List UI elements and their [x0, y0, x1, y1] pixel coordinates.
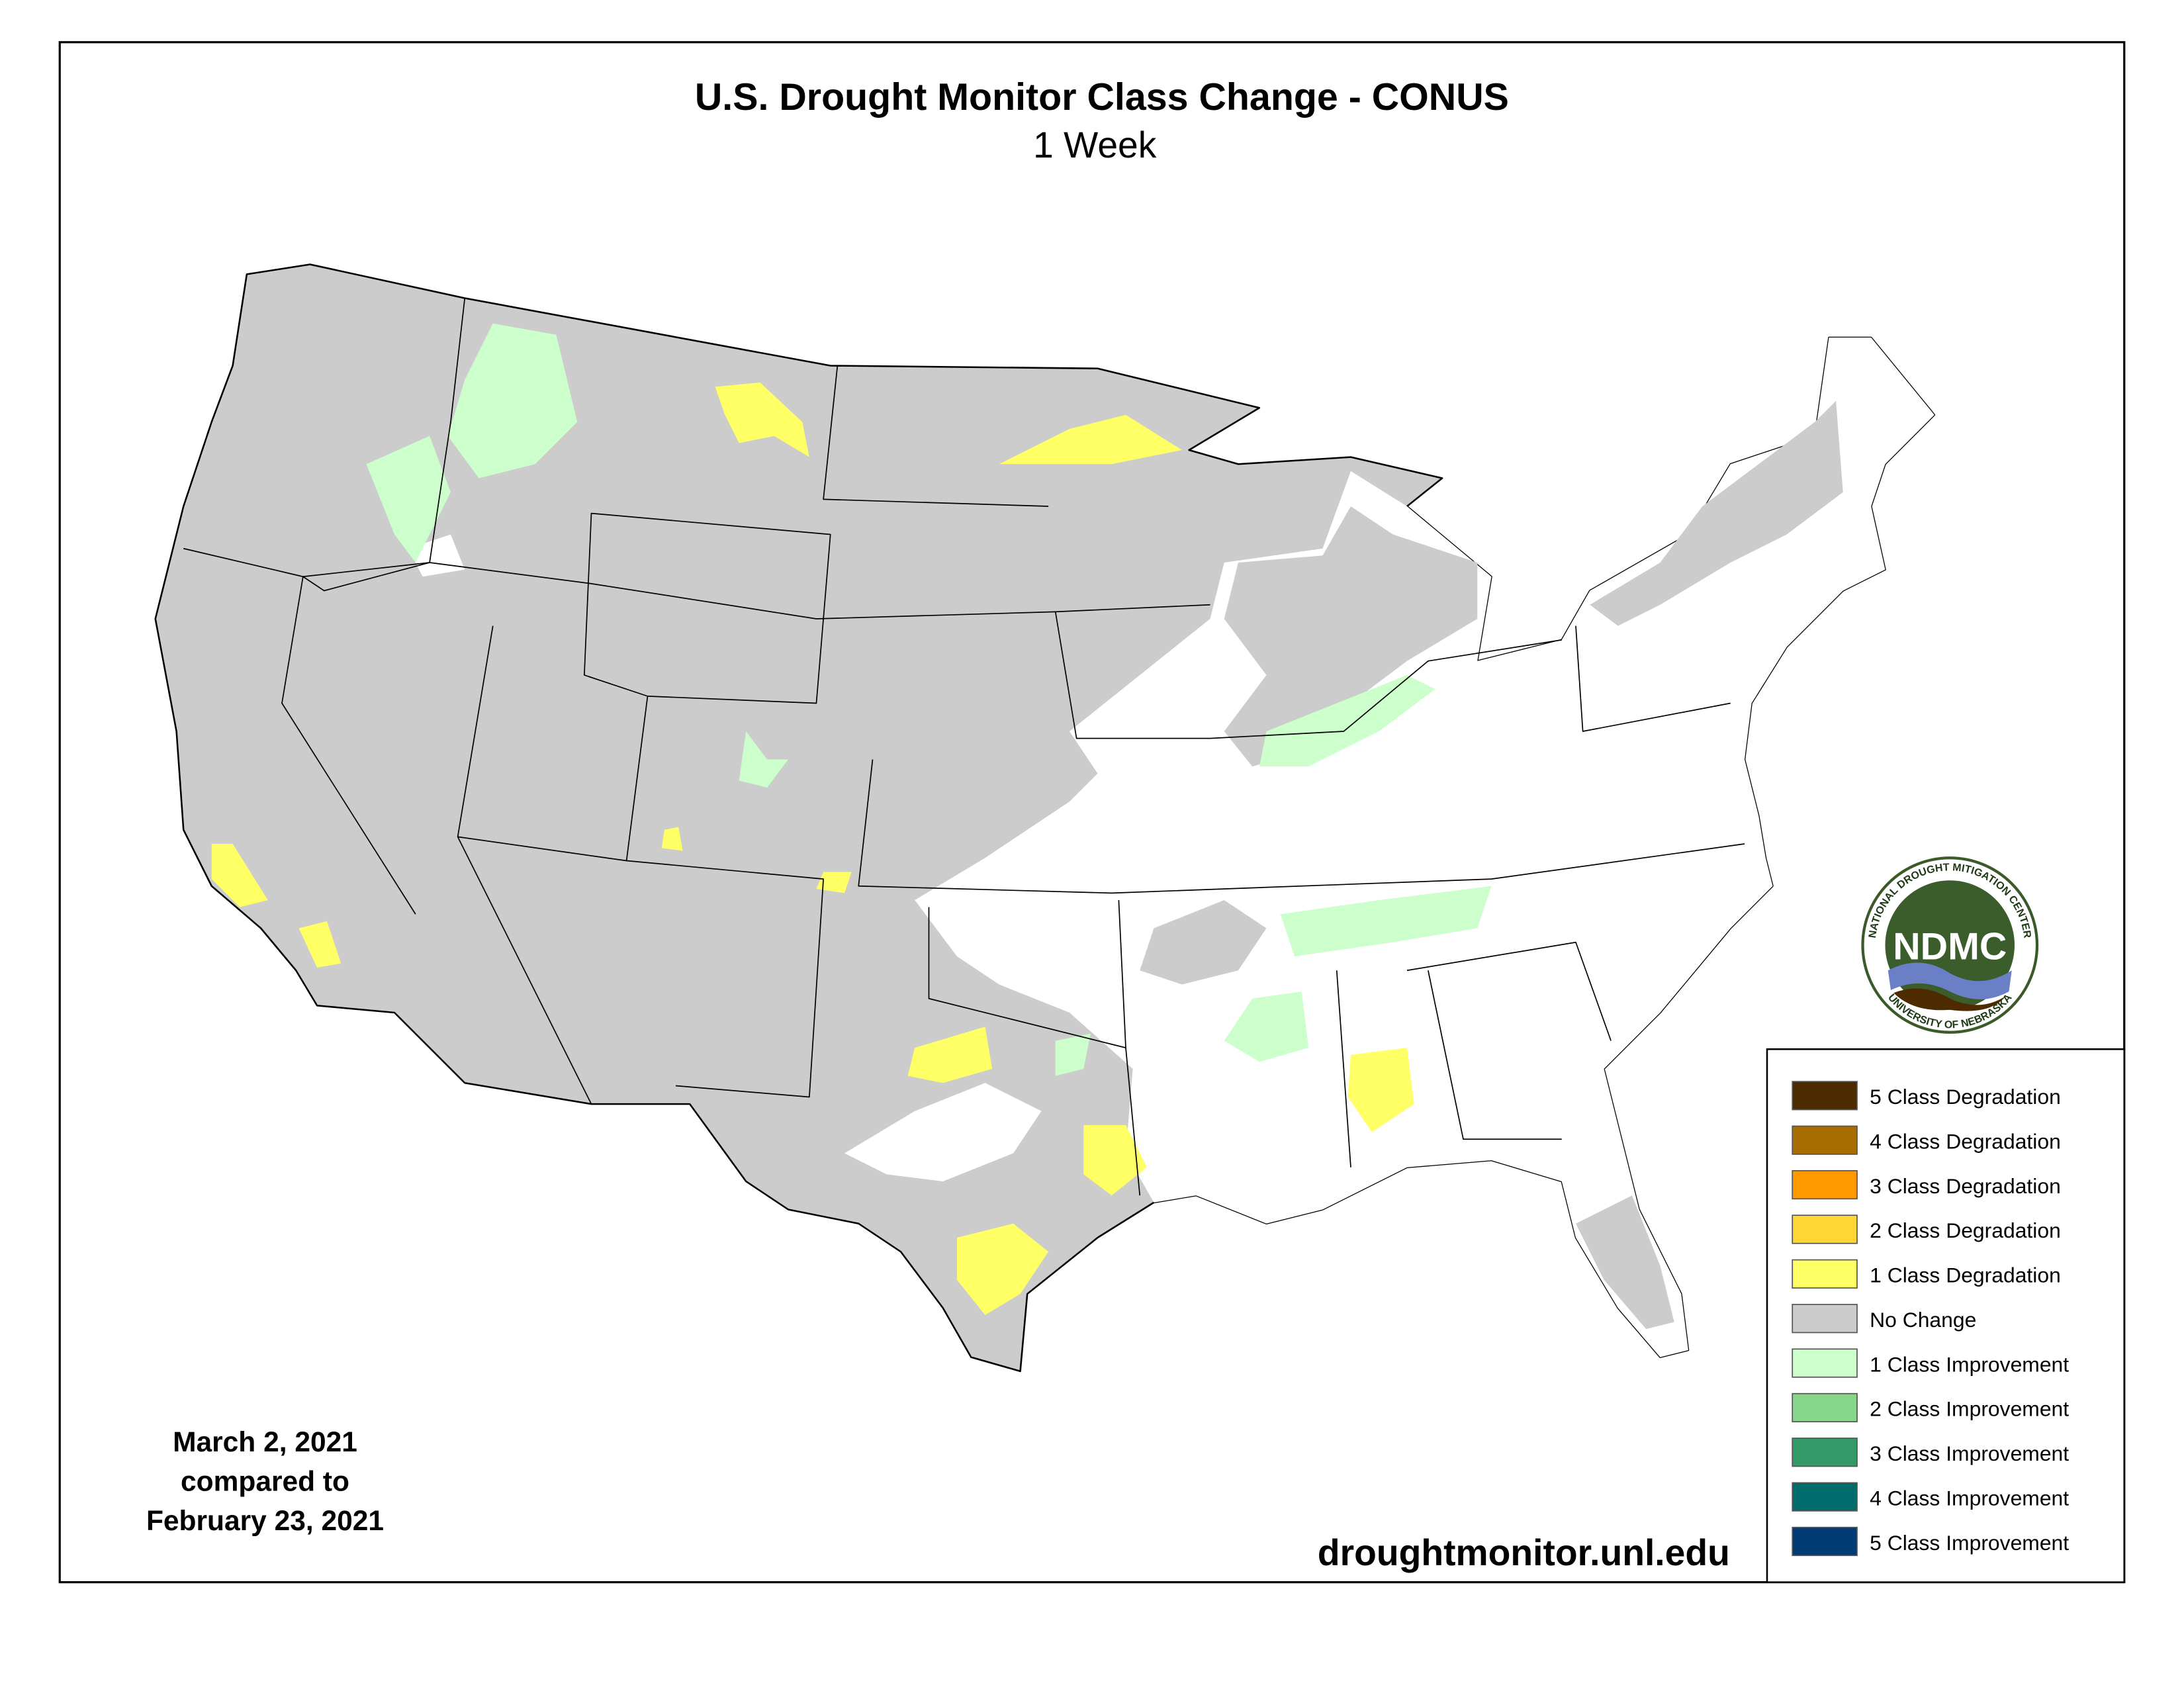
- no-change-florida: [1576, 1195, 1674, 1330]
- date-current: March 2, 2021: [173, 1427, 357, 1458]
- degradation-texas-south: [957, 1223, 1049, 1315]
- improvement-colorado: [739, 731, 788, 788]
- legend-label: 4 Class Degradation: [1870, 1129, 2061, 1153]
- improvement-indiana: [1259, 675, 1435, 767]
- improvement-oregon: [366, 435, 451, 563]
- no-change-midwest: [1224, 506, 1478, 767]
- legend-label: 2 Class Improvement: [1870, 1397, 2069, 1421]
- degradation-texas-central: [907, 1027, 993, 1083]
- border-west: [281, 298, 466, 915]
- ndmc-logo: NDMC NATIONAL DROUGHT MITIGATION CENTER …: [1861, 856, 2039, 1034]
- degradation-socal: [211, 844, 268, 907]
- legend-swatch: [1792, 1081, 1858, 1111]
- degradation-colorado: [661, 827, 683, 851]
- border-36n: [858, 759, 1745, 894]
- degradation-texas-east: [1083, 1125, 1147, 1196]
- legend-label: 5 Class Degradation: [1870, 1085, 2061, 1109]
- title: U.S. Drought Monitor Class Change - CONU…: [695, 76, 1509, 118]
- border-southwest: [457, 836, 824, 1105]
- date-previous: February 23, 2021: [146, 1506, 384, 1537]
- logo-soil: [1893, 988, 2007, 1011]
- legend-label: 1 Class Improvement: [1870, 1352, 2069, 1376]
- legend-swatch: [1792, 1214, 1858, 1244]
- legend-label: 3 Class Degradation: [1870, 1174, 2061, 1198]
- border-wyoming: [584, 512, 831, 704]
- legend-swatch: [1792, 1393, 1858, 1423]
- legend-label: 3 Class Improvement: [1870, 1441, 2069, 1465]
- legend-label: No Change: [1870, 1308, 1976, 1332]
- legend-swatch: [1792, 1348, 1858, 1378]
- legend-label: 4 Class Improvement: [1870, 1486, 2069, 1510]
- border-central: [1054, 612, 1562, 739]
- no-drought-texas: [844, 1083, 1042, 1181]
- degradation-texas-panhandle: [816, 872, 852, 893]
- logo-water: [1888, 962, 2012, 999]
- legend-label: 1 Class Degradation: [1870, 1263, 2061, 1287]
- legend-swatch: [1792, 1125, 1858, 1155]
- degradation-socal-east: [298, 921, 341, 968]
- legend-swatch: [1792, 1482, 1858, 1512]
- source-url: droughtmonitor.unl.edu: [1318, 1532, 1730, 1573]
- legend-swatch: [1792, 1304, 1858, 1334]
- improvement-mississippi: [1224, 991, 1309, 1062]
- degradation-alabama: [1347, 1048, 1414, 1132]
- legend-swatch: [1792, 1170, 1858, 1200]
- legend: 5 Class Degradation 4 Class Degradation 3 …: [1792, 1081, 2069, 1557]
- border-dakotas: [823, 365, 1049, 507]
- improvement-texas: [1055, 1033, 1091, 1076]
- improvement-tennessee: [1280, 886, 1492, 956]
- border-southeast: [1336, 625, 1731, 1167]
- logo-acronym: NDMC: [1893, 925, 2007, 968]
- degradation-montana: [715, 383, 809, 457]
- border-utah: [457, 625, 649, 862]
- legend-swatch: [1792, 1259, 1858, 1289]
- state-borders: [183, 298, 1745, 1196]
- subtitle: 1 Week: [1033, 124, 1157, 165]
- map: [154, 263, 1936, 1373]
- improvement-idaho: [447, 323, 578, 479]
- date-compared: compared to: [181, 1467, 349, 1498]
- border-texas: [928, 899, 1141, 1196]
- legend-label: 5 Class Improvement: [1870, 1531, 2069, 1555]
- legend-swatch: [1792, 1438, 1858, 1467]
- no-change-northeast: [1590, 400, 1843, 626]
- legend-swatch: [1792, 1526, 1858, 1557]
- degradation-north-dakota: [999, 414, 1182, 465]
- no-change-arkansas: [1140, 900, 1267, 985]
- legend-label: 2 Class Degradation: [1870, 1218, 2061, 1242]
